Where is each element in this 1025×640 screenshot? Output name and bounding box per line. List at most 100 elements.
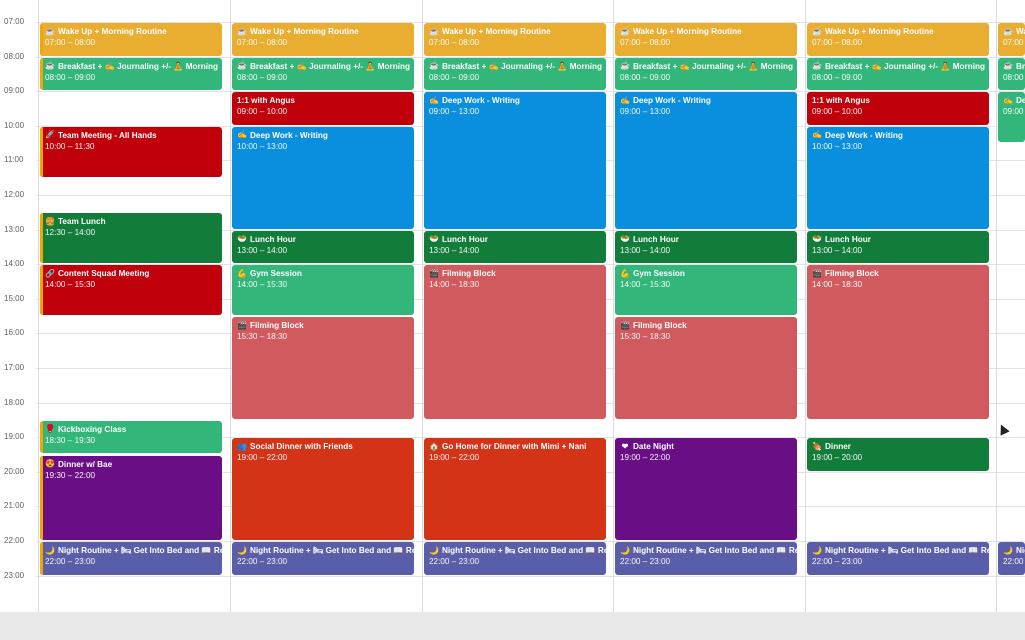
calendar-event[interactable]: 🍔 Team Lunch 12:30 – 14:00 [40, 213, 222, 264]
event-title: Filming Block [442, 269, 496, 279]
event-time-range: 08:00 – 09:00 [812, 72, 863, 82]
event-title-row: 🌙Night Routine + 🛏 Get Into Bed and 📖 Re… [237, 545, 414, 556]
event-time-range: 07:00 – 08:00 [237, 38, 288, 47]
calendar-event[interactable]: ☕Breakfast + ✍ Journaling +/- 🧘 Morning0… [998, 57, 1025, 91]
muscle-icon: 💪 [620, 268, 630, 278]
event-time-range: 10:00 – 13:00 [237, 141, 288, 151]
calendar-event[interactable]: 🚀 Team Meeting - All Hands 10:00 – 11:30 [40, 126, 222, 177]
event-title-row: 1:1 with Angus [812, 95, 984, 106]
calendar-event[interactable]: 🥊 Kickboxing Class 18:30 – 19:30 [40, 420, 222, 454]
event-title: 1:1 with Angus [237, 96, 295, 106]
calendar-event[interactable]: 🌙Night Routine + 🛏 Get Into Bed and 📖 Re… [998, 542, 1025, 575]
hour-label: 10:00 [4, 120, 25, 130]
breakfast-icon: ☕ [237, 61, 247, 71]
calendar-event[interactable]: ✍ Deep Work - Writing 10:00 – 13:00 [232, 126, 414, 229]
event-time-range: 12:30 – 14:00 [45, 228, 96, 238]
clapper-icon: 🎬 [620, 320, 630, 330]
writing-hand-icon: ✍ [812, 130, 822, 140]
calendar-event[interactable]: ✍ Deep Work - Writing 09:00 – 13:00 [424, 92, 606, 229]
calendar-event[interactable]: 💪 Gym Session 14:00 – 15:30 [615, 265, 797, 316]
calendar-event[interactable]: 👥 Social Dinner with Friends 19:00 – 22:00 [232, 438, 414, 540]
breakfast-icon: ☕ [429, 61, 439, 71]
event-title: Lunch Hour [825, 234, 871, 244]
writing-hand-icon: ✍ [237, 130, 247, 140]
hour-gridline [36, 22, 1025, 23]
event-time-range: 22:00 – 23:00 [237, 557, 288, 566]
event-title: Date Night [633, 442, 674, 452]
event-time-range: 14:00 – 18:30 [429, 280, 480, 290]
lunch-icon: 🥗 [429, 234, 439, 244]
event-time-range: 07:00 – 08:00 [812, 38, 863, 47]
calendar-event[interactable]: 🥗 Lunch Hour 13:00 – 14:00 [807, 230, 989, 264]
event-accent-bar [40, 213, 43, 264]
sunrise-icon: ☕ [45, 26, 55, 36]
event-accent-bar [40, 420, 43, 454]
calendar-event[interactable]: 🌙Night Routine + 🛏 Get Into Bed and 📖 Re… [232, 542, 414, 575]
calendar-event[interactable]: 🥗 Lunch Hour 13:00 – 14:00 [615, 230, 797, 264]
moon-icon: 🌙 [1003, 545, 1013, 555]
hour-label: 16:00 [4, 328, 25, 338]
calendar-event[interactable]: 🎬 Filming Block 14:00 – 18:30 [807, 265, 989, 419]
event-title: Wake Up + Morning Routine [825, 27, 934, 36]
event-title: Deep Work - Writing [250, 130, 328, 140]
calendar-event[interactable]: 🎬 Filming Block 15:30 – 18:30 [232, 317, 414, 419]
event-time-range: 19:00 – 22:00 [237, 453, 288, 463]
calendar-event[interactable]: 🎬 Filming Block 15:30 – 18:30 [615, 317, 797, 419]
event-title-row: ✍Deep Work - Writing [620, 95, 792, 106]
calendar-event[interactable]: ❤ Date Night 19:00 – 22:00 [615, 438, 797, 540]
event-time-range: 07:00 – 08:00 [620, 38, 671, 47]
calendar-event[interactable]: 🏠 Go Home for Dinner with Mimi + Nani 19:0… [424, 438, 606, 540]
calendar-event[interactable]: 🌙Night Routine + 🛏 Get Into Bed and 📖 Re… [615, 542, 797, 575]
sunrise-icon: ☕ [237, 26, 247, 36]
event-title-row: ☕Breakfast + ✍ Journaling +/- 🧘 Morning [812, 61, 985, 72]
event-title-row: ☕Breakfast + ✍ Journaling +/- 🧘 Morning [429, 61, 602, 72]
sunrise-icon: ☕ [1003, 26, 1013, 36]
calendar-event[interactable]: 😍 Dinner w/ Bae 19:30 – 22:00 [40, 455, 222, 540]
event-title-row: 👥 Social Dinner with Friends [237, 441, 409, 452]
event-time-range: 19:30 – 22:00 [45, 470, 96, 480]
event-title: Gym Session [250, 269, 302, 279]
calendar-footer [0, 612, 1025, 640]
calendar-event[interactable]: 🥗 Lunch Hour 13:00 – 14:00 [232, 230, 414, 264]
event-title: Lunch Hour [442, 234, 488, 244]
calendar-event[interactable]: 🌙Night Routine + 🛏 Get Into Bed and 📖 Re… [40, 542, 222, 575]
calendar-event[interactable]: 1:1 with Angus 09:00 – 10:00 [807, 92, 989, 125]
moon-icon: 🌙 [429, 545, 439, 555]
event-title: Filming Block [825, 269, 879, 279]
calendar-event[interactable]: 1:1 with Angus 09:00 – 10:00 [232, 92, 414, 125]
hour-label: 14:00 [4, 259, 25, 269]
event-title: Night Routine + 🛏 Get Into Bed and 📖 Rea… [632, 546, 797, 555]
calendar-event[interactable]: 🥗 Lunch Hour 13:00 – 14:00 [424, 230, 606, 264]
event-title-row: 🎬 Filming Block [237, 320, 409, 331]
calendar-event[interactable]: 🍖 Dinner 19:00 – 20:00 [807, 438, 989, 471]
calendar-event[interactable]: 💪 Gym Session 14:00 – 15:30 [232, 265, 414, 316]
calendar-event[interactable]: 🌙Night Routine + 🛏 Get Into Bed and 📖 Re… [807, 542, 989, 575]
calendar-event[interactable]: 🔗 Content Squad Meeting 14:00 – 15:30 [40, 265, 222, 316]
breakfast-icon: ☕ [45, 61, 55, 71]
calendar-event[interactable]: ✍ Deep Work - Writing 10:00 – 13:00 [807, 126, 989, 229]
hour-label: 20:00 [4, 466, 25, 476]
calendar-event[interactable]: 🎬 Filming Block 14:00 – 18:30 [424, 265, 606, 419]
event-title: Lunch Hour [633, 234, 679, 244]
meat-icon: 🍖 [812, 441, 822, 451]
event-time-range: 14:00 – 15:30 [237, 280, 288, 290]
calendar-event[interactable]: 🌙Night Routine + 🛏 Get Into Bed and 📖 Re… [424, 542, 606, 575]
event-time-range: 08:00 – 09:00 [620, 72, 671, 82]
event-title: Night Routine + 🛏 Get Into Bed and 📖 Rea… [1015, 546, 1025, 555]
calendar-event[interactable]: ✍ Deep Work - Writing 09:00 – 13:00 [615, 92, 797, 229]
event-title: Content Squad Meeting [58, 269, 150, 279]
event-title-row: 🔗 Content Squad Meeting [45, 268, 217, 279]
event-title: Night Routine + 🛏 Get Into Bed and 📖 Rea… [249, 546, 414, 555]
